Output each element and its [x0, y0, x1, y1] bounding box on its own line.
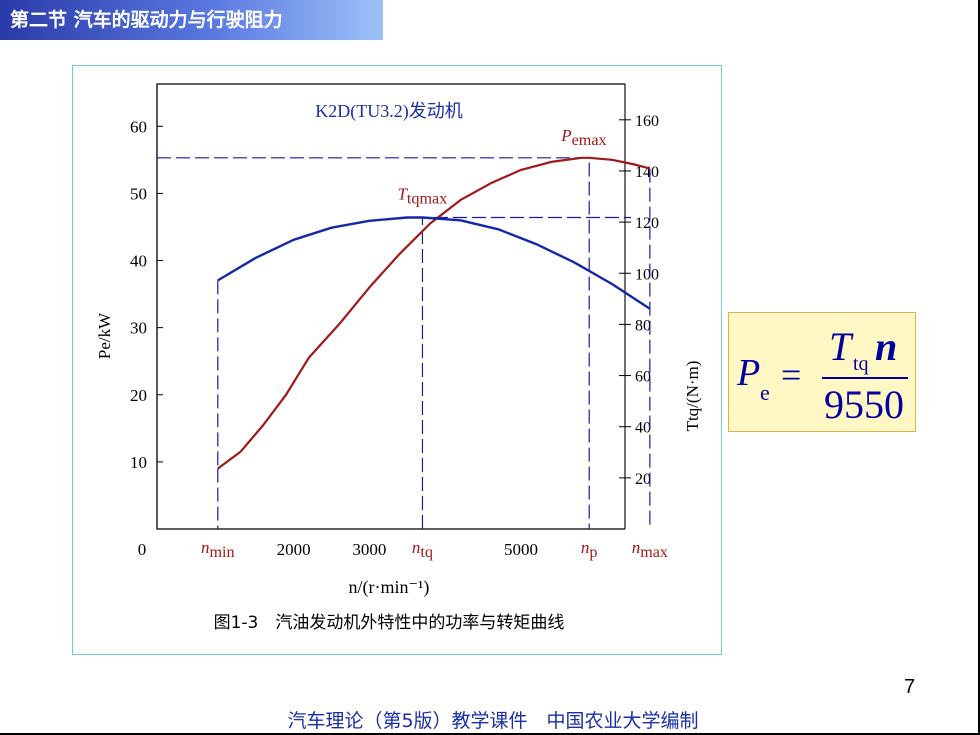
y-right-tick-label: 40 [635, 420, 651, 437]
page-number: 7 [904, 676, 916, 698]
formula-equals: = [781, 355, 802, 395]
x-special-tick-label: ntq [412, 538, 433, 561]
chart-title: K2D(TU3.2)发动机 [315, 101, 462, 122]
power-curve [217, 156, 651, 470]
y-right-tick-label: 140 [635, 164, 659, 181]
y-left-tick-label: 30 [130, 319, 147, 338]
x-special-tick-label: nmin [201, 538, 235, 561]
y-left-tick-label: 50 [130, 184, 147, 203]
y-right-tick-label: 60 [635, 369, 651, 386]
ttqmax-reference-line [421, 216, 631, 529]
ttqmax-annotation: Ttqmax [397, 185, 447, 208]
formula-box: P e = T tq n 9550 [728, 312, 916, 432]
pemax-reference-line [157, 157, 590, 529]
y-left-tick-label: 10 [130, 453, 147, 472]
x-tick-label: 2000 [277, 540, 311, 559]
y-left-tick-label: 60 [130, 117, 147, 136]
formula-fraction-bar [822, 377, 908, 379]
x-tick-label: 5000 [504, 540, 538, 559]
torque-curve [217, 216, 651, 310]
y-right-tick-label: 100 [635, 266, 659, 283]
y-right-axis-label: Ttq/(N·m) [683, 361, 702, 432]
figure-caption: 图1-3 汽油发动机外特性中的功率与转矩曲线 [214, 613, 565, 633]
figure-box: K2D(TU3.2)发动机 10 20 30 40 50 60 Pe/kW 20 40 60 80 10… [72, 65, 722, 655]
chart: K2D(TU3.2)发动机 10 20 30 40 50 60 Pe/kW 20 40 60 80 10… [95, 83, 702, 633]
x-special-tick-label: nmax [632, 538, 668, 561]
x-tick-label: 0 [138, 540, 147, 559]
pemax-annotation: Pemax [560, 126, 606, 149]
y-left-tick-label: 40 [130, 252, 147, 271]
y-right-tick-label: 20 [635, 471, 651, 488]
x-axis-label: n/(r·min⁻¹) [349, 577, 430, 598]
plot-frame [156, 83, 625, 530]
formula-numerator-variable: n [875, 324, 898, 369]
formula-denominator: 9550 [824, 382, 904, 427]
footer-text: 汽车理论（第5版）教学课件 中国农业大学编制 [287, 710, 699, 732]
section-title: 第二节 汽车的驱动力与行驶阻力 [0, 0, 383, 40]
formula-numerator-symbol: T [829, 324, 852, 369]
y-left-axis-label: Pe/kW [95, 312, 114, 359]
formula-lhs-subscript: e [760, 380, 770, 405]
y-right-tick-label: 80 [635, 317, 651, 334]
x-special-tick-label: np [581, 538, 598, 561]
y-right-tick-label: 160 [635, 113, 659, 130]
formula-numerator-subscript: tq [853, 353, 869, 375]
x-tick-label: 3000 [352, 540, 386, 559]
y-right-tick-label: 120 [635, 215, 659, 232]
y-left-tick-label: 20 [130, 386, 147, 405]
formula-lhs-symbol: P [737, 352, 761, 394]
